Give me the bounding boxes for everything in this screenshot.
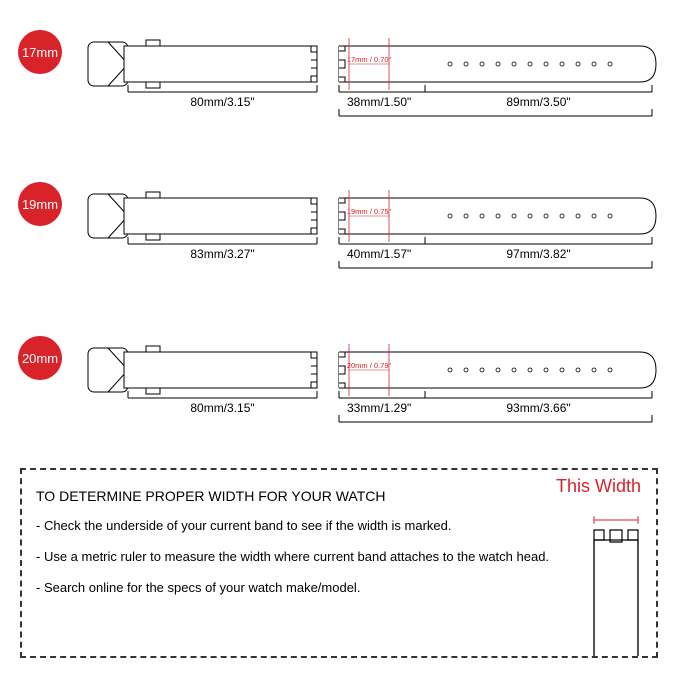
dimension-label: 33mm/1.29" [347, 401, 411, 415]
dimension-label: 40mm/1.57" [347, 247, 411, 261]
info-title: TO DETERMINE PROPER WIDTH FOR YOUR WATCH [36, 488, 642, 504]
svg-text:17mm / 0.70": 17mm / 0.70" [347, 55, 392, 64]
dimension-label: 83mm/3.27" [128, 247, 317, 261]
svg-text:19mm / 0.75": 19mm / 0.75" [347, 207, 392, 216]
info-line1: - Check the underside of your current ba… [36, 518, 642, 533]
dimension-label: 38mm/1.50" [347, 95, 411, 109]
strap-buckle-side [80, 342, 325, 403]
dimension-label: 97mm/3.82" [425, 247, 652, 261]
dimension-label: 89mm/3.50" [425, 95, 652, 109]
size-badge: 20mm [18, 336, 62, 380]
dimension-label: 80mm/3.15" [128, 401, 317, 415]
dimension-label: 80mm/3.15" [128, 95, 317, 109]
strap-holes-side: 19mm / 0.75" [335, 187, 660, 250]
dimension-label: 93mm/3.66" [425, 401, 652, 415]
strap-holes-side: 20mm / 0.79" [335, 341, 660, 404]
strap-buckle-side [80, 188, 325, 249]
info-line2: - Use a metric ruler to measure the widt… [36, 549, 642, 564]
svg-text:20mm / 0.79": 20mm / 0.79" [347, 361, 392, 370]
this-width-label: This Width [556, 476, 641, 497]
strap-buckle-side [80, 36, 325, 97]
info-line3: - Search online for the specs of your wa… [36, 580, 642, 595]
strap-holes-side: 17mm / 0.70" [335, 35, 660, 98]
size-badge: 17mm [18, 30, 62, 74]
size-badge: 19mm [18, 182, 62, 226]
